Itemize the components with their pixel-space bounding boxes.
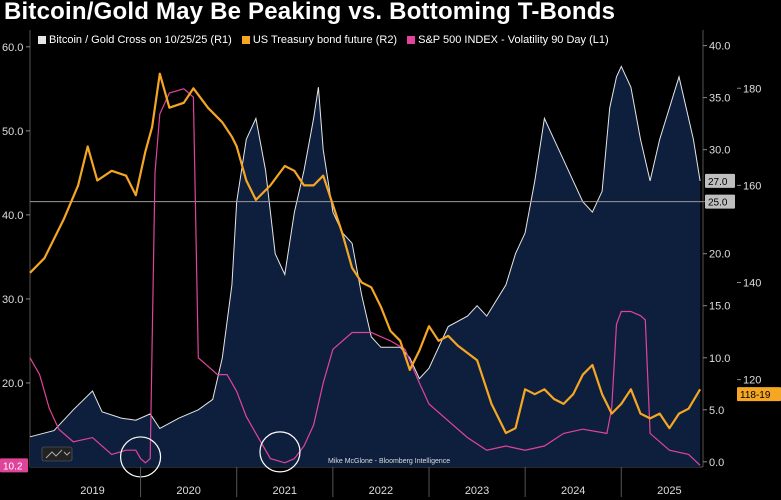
legend-item-bitcoin-gold[interactable]: Bitcoin / Gold Cross on 10/25/25 (R1) [38, 34, 232, 46]
last-value-tag-2 [705, 194, 735, 209]
legend-item-volatility[interactable]: S&P 500 INDEX - Volatility 90 Day (L1) [407, 34, 609, 46]
last-value-tag-3 [737, 387, 781, 402]
series-bitcoin-gold-area [30, 66, 701, 468]
x-tick-label: 2021 [273, 485, 297, 497]
x-tick-label: 2023 [465, 485, 489, 497]
last-value-tag-1 [705, 173, 735, 188]
y-right2-tick-label: 160 [743, 180, 761, 192]
y-right1-tick-label: 15.0 [709, 301, 730, 313]
legend-label-treasury: US Treasury bond future (R2) [252, 34, 398, 46]
last-value-tag-label-2: 25.0 [708, 198, 728, 209]
y-right2-tick-label: 140 [743, 277, 761, 289]
legend: Bitcoin / Gold Cross on 10/25/25 (R1) US… [38, 34, 609, 46]
legend-item-treasury[interactable]: US Treasury bond future (R2) [241, 34, 398, 46]
legend-swatch-volatility [407, 36, 416, 44]
series-treasury-line [29, 72, 702, 435]
legend-swatch-bitcoin-gold [38, 36, 46, 44]
credit-text: Mike McGlone - Bloomberg Intelligence [328, 458, 450, 465]
y-right1-tick-label: 20.0 [709, 249, 730, 261]
y-left-tick-label: 20.0 [2, 378, 23, 390]
chevron-down-icon [63, 451, 71, 456]
x-tick-label: 2024 [561, 485, 585, 497]
y-right1-tick-label: 5.0 [709, 405, 724, 417]
y-right1-tick-label: 35.0 [709, 93, 730, 105]
chart-type-widget[interactable] [41, 446, 73, 462]
x-tick-label: 2020 [176, 485, 200, 497]
y-left-tick-label: 30.0 [2, 294, 23, 306]
y-right1-tick-label: 30.0 [709, 145, 730, 157]
y-right1-tick-label: 0.0 [709, 457, 724, 469]
last-value-tag-label-4: 10.2 [3, 461, 23, 472]
line-chart-icon [45, 449, 63, 459]
legend-label-bitcoin-gold: Bitcoin / Gold Cross on 10/25/25 (R1) [49, 34, 232, 46]
y-right2-tick-label: 120 [743, 375, 761, 387]
x-tick-label: 2025 [657, 485, 681, 497]
last-value-tag-label-3: 118-19 [740, 390, 771, 401]
annotation-circle-2 [259, 431, 301, 473]
y-right1-tick-label: 10.0 [709, 353, 730, 365]
x-tick-label: 2022 [369, 485, 393, 497]
series-bitcoin-gold-line [29, 65, 701, 438]
legend-label-volatility: S&P 500 INDEX - Volatility 90 Day (L1) [418, 34, 609, 46]
y-left-tick-label: 50.0 [2, 126, 23, 138]
y-left-tick-label: 40.0 [2, 210, 23, 222]
legend-swatch-treasury [241, 36, 250, 44]
y-right2-tick-label: 180 [743, 83, 761, 95]
y-left-tick-label: 60.0 [2, 42, 23, 54]
y-right1-tick-label: 40.0 [709, 41, 730, 53]
chart-type-widget-box [41, 446, 73, 462]
x-tick-label: 2019 [80, 485, 104, 497]
last-value-tag-label-1: 27.0 [708, 177, 728, 188]
last-value-tag-4 [0, 458, 28, 473]
chart-title: Bitcoin/Gold May Be Peaking vs. Bottomin… [4, 0, 616, 25]
